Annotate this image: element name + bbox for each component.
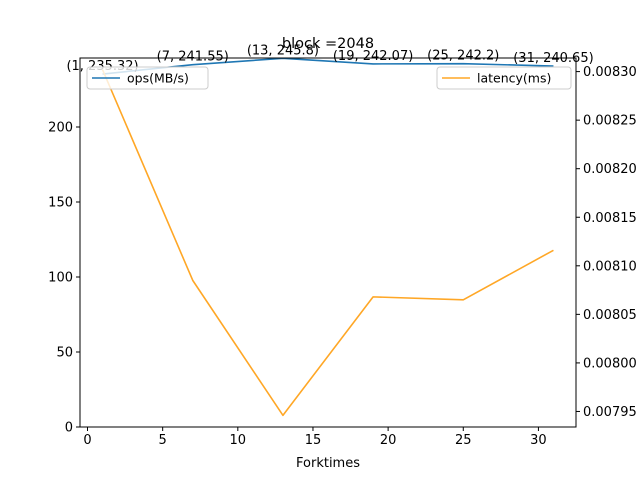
- series-lines: [101, 57, 554, 417]
- y-left-tick-label: 50: [56, 346, 73, 361]
- x-tick-label: 15: [305, 433, 322, 448]
- chart-title: block =2048: [282, 36, 374, 52]
- x-tick-label: 20: [380, 433, 397, 448]
- legend-label: latency(ms): [477, 71, 551, 86]
- axes: 0 5 10 15 20 25 30 0 50 100 150 200 0.00795 0.00800 0.…: [48, 65, 637, 448]
- data-label: (13, 245.8): [247, 43, 319, 58]
- data-label: (31, 240.65): [513, 51, 593, 66]
- data-label: (25, 242.2): [427, 49, 499, 64]
- legend-box: [436, 66, 572, 90]
- legend-upper-left: ops(MB/s): [86, 66, 209, 90]
- y-left-tick-label: 100: [48, 271, 73, 286]
- x-tick-label: 0: [83, 433, 91, 448]
- y-right-tick-label: 0.00815: [583, 211, 637, 226]
- series-line-ops-mb-s: [102, 57, 554, 75]
- y-right-tick-label: 0.00830: [583, 65, 637, 80]
- y-left-tick-label: 150: [48, 196, 73, 211]
- data-label: (7, 241.55): [157, 50, 229, 65]
- y-right-tick-label: 0.00795: [583, 405, 637, 420]
- y-right-tick-label: 0.00805: [583, 308, 637, 323]
- x-tick-label: 30: [530, 433, 547, 448]
- data-label: (19, 242.07): [333, 49, 413, 64]
- x-tick-label: 10: [230, 433, 247, 448]
- x-axis-title: Forktimes: [296, 456, 360, 471]
- y-left-tick-label: 200: [48, 121, 73, 136]
- series-line-latency-ms: [101, 69, 554, 417]
- legend-label: ops(MB/s): [127, 71, 189, 86]
- legend-box: [86, 66, 209, 90]
- y-right-tick-label: 0.00820: [583, 162, 637, 177]
- y-right-tick-label: 0.00810: [583, 259, 637, 274]
- legend-upper-right: latency(ms): [436, 66, 572, 90]
- legends: ops(MB/s) latency(ms): [86, 66, 572, 90]
- plot-frame: [79, 57, 577, 428]
- y-left-tick-label: 0: [65, 421, 73, 436]
- y-right-tick-label: 0.00825: [583, 114, 637, 129]
- x-tick-label: 25: [455, 433, 472, 448]
- data-annotations: (1, 235.32)(7, 241.55)(13, 245.8)(19, 24…: [66, 43, 593, 74]
- y-right-tick-label: 0.00800: [583, 356, 637, 371]
- x-tick-label: 5: [159, 433, 167, 448]
